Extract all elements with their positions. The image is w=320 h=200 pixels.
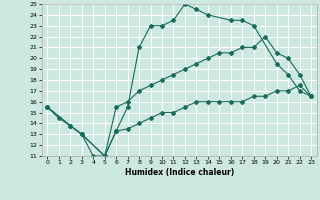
- X-axis label: Humidex (Indice chaleur): Humidex (Indice chaleur): [124, 168, 234, 177]
